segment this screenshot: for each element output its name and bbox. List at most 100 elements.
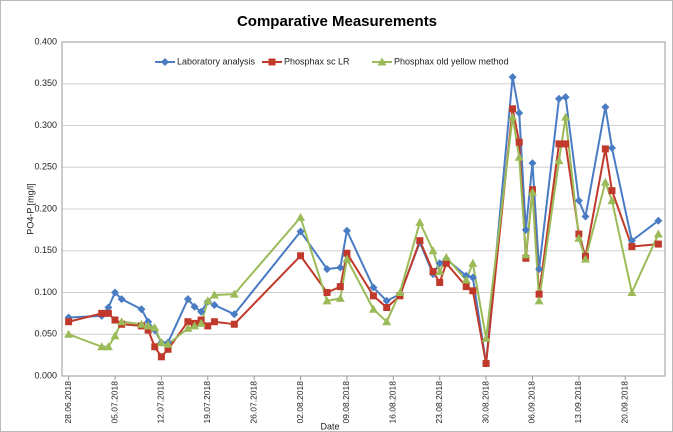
data-point — [468, 258, 478, 267]
data-point — [435, 267, 445, 276]
data-point — [111, 316, 119, 324]
data-point — [163, 339, 173, 348]
data-point — [555, 140, 563, 148]
legend-label: Phosphax old yellow method — [394, 56, 509, 66]
chart-title: Comparative Measurements — [237, 13, 437, 30]
data-point — [368, 304, 378, 313]
data-point — [322, 296, 332, 305]
x-tick-label: 23.08.2018 — [434, 381, 444, 424]
data-point — [515, 138, 523, 146]
data-point — [343, 249, 351, 257]
data-point — [509, 105, 517, 113]
x-tick-label: 12.07.2018 — [156, 381, 166, 424]
data-point — [429, 268, 437, 276]
x-axis-label: Date — [320, 421, 339, 431]
y-tick-label: 0.200 — [34, 203, 57, 213]
legend-label: Phosphax sc LR — [284, 56, 350, 66]
data-point — [514, 152, 524, 161]
data-point — [554, 156, 564, 165]
x-tick-label: 30.08.2018 — [480, 381, 490, 424]
data-point — [442, 259, 450, 267]
data-point — [581, 212, 590, 221]
data-point — [535, 265, 544, 274]
x-tick-label: 09.08.2018 — [341, 381, 351, 424]
y-tick-label: 0.000 — [34, 370, 57, 380]
data-point — [117, 317, 127, 326]
x-tick-label: 02.08.2018 — [295, 381, 305, 424]
data-point — [323, 289, 331, 296]
data-point — [323, 265, 332, 274]
data-point — [157, 353, 165, 361]
data-point — [601, 103, 610, 112]
data-point — [111, 288, 120, 297]
data-point — [435, 259, 444, 268]
data-point — [164, 345, 172, 353]
data-point — [150, 323, 160, 332]
data-point — [654, 240, 662, 248]
data-point — [297, 252, 305, 260]
data-point — [653, 229, 663, 238]
data-point — [469, 287, 477, 295]
data-point — [521, 225, 530, 234]
data-point — [654, 216, 663, 225]
data-point — [562, 140, 570, 148]
x-tick-label: 20.09.2018 — [619, 381, 629, 424]
data-point — [342, 254, 352, 263]
data-point — [508, 112, 518, 121]
data-point — [183, 295, 192, 304]
data-point — [535, 290, 543, 298]
data-point — [183, 323, 193, 332]
x-tick-label: 19.07.2018 — [202, 381, 212, 424]
y-tick-label: 0.250 — [34, 162, 57, 172]
data-point — [103, 342, 113, 351]
data-point — [210, 318, 218, 326]
data-point — [335, 293, 345, 302]
legend-label: Laboratory analysis — [177, 56, 256, 66]
data-point — [528, 159, 537, 168]
data-point — [382, 317, 392, 326]
x-tick-label: 16.08.2018 — [388, 381, 398, 424]
data-point — [342, 226, 351, 235]
data-point — [482, 359, 490, 367]
data-point — [580, 254, 590, 263]
data-point — [627, 236, 636, 245]
data-point — [628, 243, 636, 251]
data-point — [98, 309, 106, 317]
y-tick-label: 0.150 — [34, 245, 57, 255]
data-point — [441, 252, 451, 261]
data-point — [554, 94, 563, 103]
data-point — [369, 283, 378, 292]
data-point — [436, 278, 444, 286]
x-tick-label: 13.09.2018 — [573, 381, 583, 424]
data-point — [574, 196, 583, 205]
data-point — [104, 303, 113, 312]
data-point — [468, 273, 477, 282]
data-point — [521, 250, 531, 259]
data-point — [209, 290, 219, 299]
data-point — [336, 283, 344, 291]
data-point — [230, 310, 239, 319]
data-point — [395, 288, 405, 296]
plot-area — [61, 41, 666, 377]
y-axis-label: PO4-P [mg/l] — [25, 183, 35, 234]
data-point — [196, 318, 206, 327]
data-point — [428, 246, 438, 255]
data-point — [527, 187, 537, 196]
data-point — [104, 309, 112, 317]
data-point — [382, 296, 391, 305]
data-point — [416, 237, 424, 245]
data-point — [204, 322, 212, 330]
y-tick-label: 0.300 — [34, 120, 57, 130]
legend-marker — [377, 57, 387, 66]
data-point — [97, 342, 107, 351]
y-tick-label: 0.100 — [34, 287, 57, 297]
x-tick-label: 06.09.2018 — [527, 381, 537, 424]
data-point — [383, 304, 391, 312]
legend-marker — [268, 58, 276, 66]
legend-marker — [161, 58, 169, 66]
data-point — [296, 227, 305, 236]
data-point — [137, 319, 147, 328]
data-point — [607, 196, 617, 205]
data-point — [64, 329, 74, 338]
